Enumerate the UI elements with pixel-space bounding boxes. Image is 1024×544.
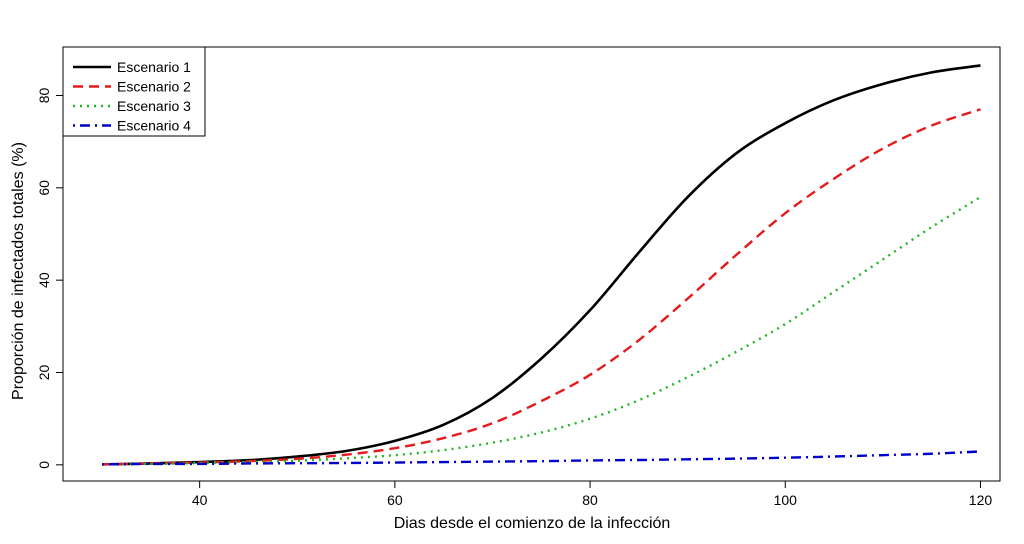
y-tick-label: 20 xyxy=(36,365,52,381)
x-tick-label: 60 xyxy=(387,492,403,508)
series-layer xyxy=(102,64,982,466)
x-tick-label: 40 xyxy=(192,492,208,508)
y-tick-label: 40 xyxy=(36,272,52,288)
legend-label-3: Escenario 3 xyxy=(117,98,191,114)
series-line-4 xyxy=(102,450,981,466)
x-axis-label: Dias desde el comienzo de la infección xyxy=(394,515,671,532)
x-tick-label: 120 xyxy=(969,492,993,508)
legend-label-1: Escenario 1 xyxy=(117,59,191,75)
series-line-1 xyxy=(102,64,981,466)
series-line-2 xyxy=(102,108,981,466)
plot-frame xyxy=(62,46,1001,482)
y-axis-label: Proporción de infectados totales (%) xyxy=(10,142,27,400)
legend-box xyxy=(62,46,206,137)
x-axis: 40 60 80 100 120 xyxy=(192,481,993,508)
series-line-3 xyxy=(102,196,982,466)
y-tick-label: 0 xyxy=(36,461,52,469)
y-axis: 0 20 40 60 80 xyxy=(36,87,63,469)
y-tick-label: 80 xyxy=(36,87,52,103)
legend-label-2: Escenario 2 xyxy=(117,79,191,95)
x-tick-label: 100 xyxy=(774,492,798,508)
x-tick-label: 80 xyxy=(582,492,598,508)
legend: Escenario 1 Escenario 2 Escenario 3 Escenar… xyxy=(62,46,206,137)
y-tick-label: 60 xyxy=(36,180,52,196)
legend-label-4: Escenario 4 xyxy=(117,118,191,134)
plot-border xyxy=(62,46,1001,482)
